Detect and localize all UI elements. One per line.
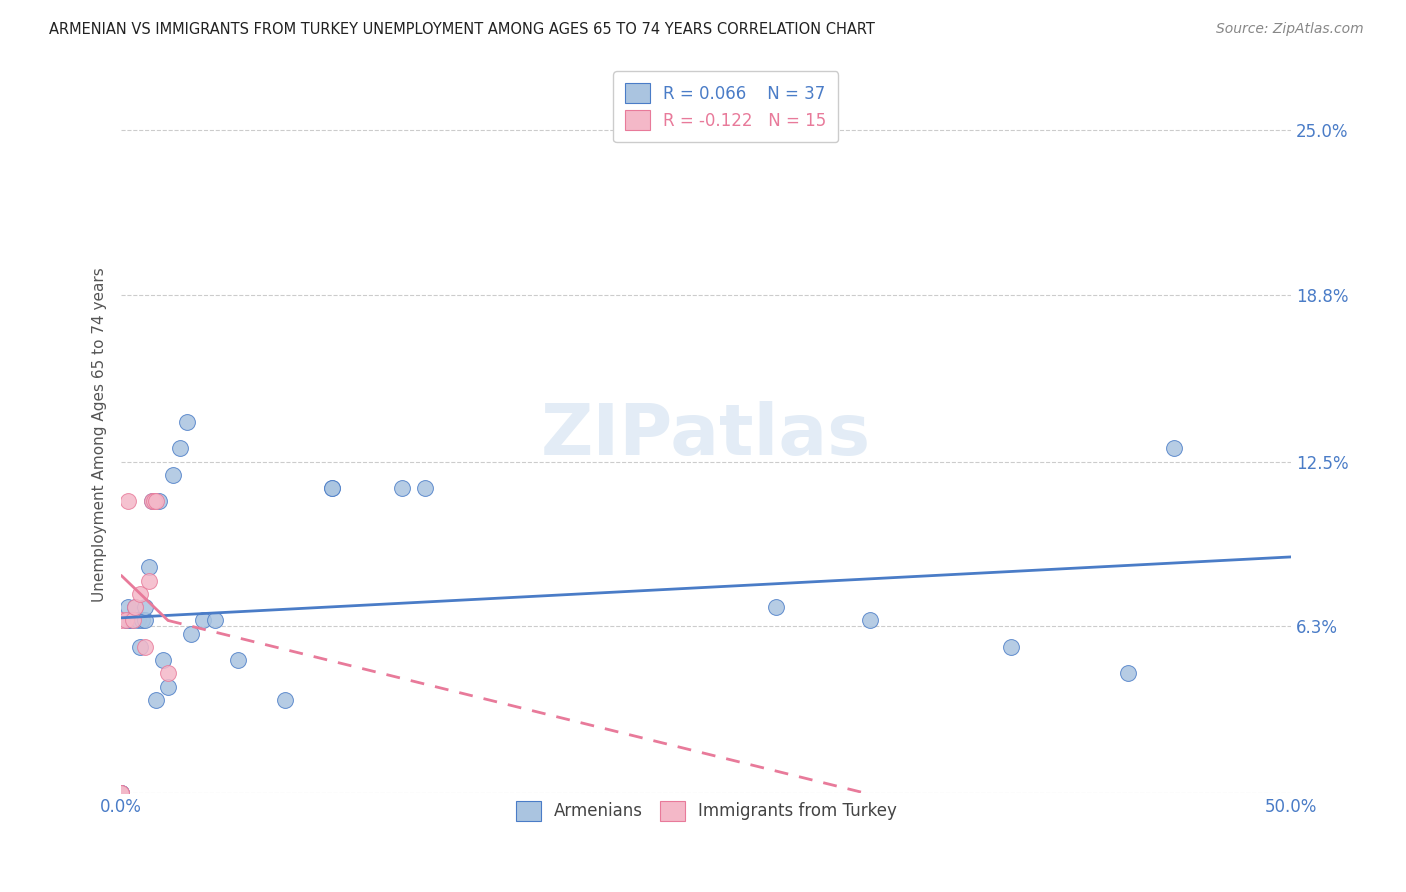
Point bbox=[180, 626, 202, 640]
Point bbox=[110, 614, 132, 628]
Point bbox=[321, 481, 343, 495]
Point bbox=[765, 600, 787, 615]
Point bbox=[110, 786, 132, 800]
Point bbox=[115, 614, 138, 628]
Point bbox=[226, 653, 249, 667]
Legend: Armenians, Immigrants from Turkey: Armenians, Immigrants from Turkey bbox=[502, 788, 910, 834]
Point bbox=[134, 600, 156, 615]
Point bbox=[122, 614, 145, 628]
Point bbox=[138, 560, 160, 574]
Point bbox=[859, 614, 882, 628]
Point bbox=[1163, 442, 1185, 456]
Point bbox=[124, 600, 146, 615]
Point bbox=[148, 494, 170, 508]
Point bbox=[1000, 640, 1022, 654]
Point bbox=[321, 481, 343, 495]
Point bbox=[162, 467, 184, 482]
Point bbox=[145, 693, 167, 707]
Point bbox=[391, 481, 413, 495]
Point bbox=[117, 614, 139, 628]
Point bbox=[143, 494, 166, 508]
Point bbox=[124, 600, 146, 615]
Point bbox=[117, 600, 139, 615]
Point bbox=[127, 614, 149, 628]
Point bbox=[117, 494, 139, 508]
Point bbox=[138, 574, 160, 588]
Point bbox=[120, 614, 142, 628]
Point bbox=[110, 786, 132, 800]
Point bbox=[134, 614, 156, 628]
Point bbox=[157, 680, 180, 694]
Point bbox=[129, 587, 152, 601]
Text: ZIPatlas: ZIPatlas bbox=[541, 401, 872, 469]
Point bbox=[141, 494, 163, 508]
Point bbox=[169, 442, 191, 456]
Point bbox=[122, 614, 145, 628]
Point bbox=[110, 786, 132, 800]
Point bbox=[115, 614, 138, 628]
Point bbox=[191, 614, 214, 628]
Point bbox=[415, 481, 437, 495]
Point bbox=[152, 653, 174, 667]
Point bbox=[1116, 666, 1139, 681]
Point bbox=[110, 786, 132, 800]
Point bbox=[141, 494, 163, 508]
Point bbox=[157, 666, 180, 681]
Text: ARMENIAN VS IMMIGRANTS FROM TURKEY UNEMPLOYMENT AMONG AGES 65 TO 74 YEARS CORREL: ARMENIAN VS IMMIGRANTS FROM TURKEY UNEMP… bbox=[49, 22, 875, 37]
Point bbox=[134, 640, 156, 654]
Point bbox=[131, 614, 153, 628]
Point bbox=[129, 640, 152, 654]
Point bbox=[145, 494, 167, 508]
Point bbox=[110, 786, 132, 800]
Point bbox=[274, 693, 297, 707]
Point bbox=[204, 614, 226, 628]
Y-axis label: Unemployment Among Ages 65 to 74 years: Unemployment Among Ages 65 to 74 years bbox=[93, 268, 107, 602]
Point bbox=[176, 415, 198, 429]
Text: Source: ZipAtlas.com: Source: ZipAtlas.com bbox=[1216, 22, 1364, 37]
